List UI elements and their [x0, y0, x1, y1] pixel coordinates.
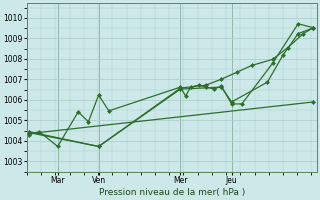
X-axis label: Pression niveau de la mer( hPa ): Pression niveau de la mer( hPa )	[99, 188, 245, 197]
